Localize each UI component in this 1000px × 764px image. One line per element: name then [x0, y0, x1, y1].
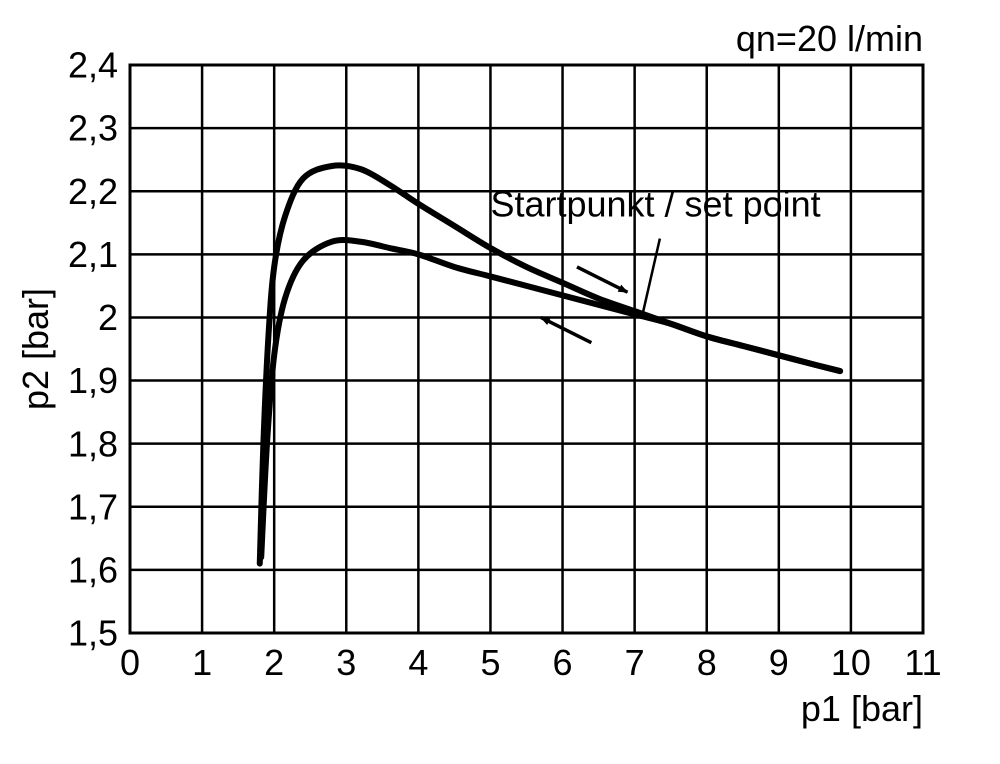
- annotation-label: Startpunkt / set point: [490, 183, 820, 224]
- y-tick-labels: 1,5 1,6 1,7 1,8 1,9 2 2,1 2,2 2,3 2,4: [68, 45, 118, 654]
- y-tick-label: 1,6: [68, 549, 118, 590]
- y-tick-label: 2,1: [68, 234, 118, 275]
- x-tick-label: 10: [831, 642, 871, 683]
- y-tick-label: 2,4: [68, 45, 118, 86]
- y-axis-label: p2 [bar]: [15, 288, 56, 410]
- x-tick-labels: 0 1 2 3 4 5 6 7 8 9 10 11: [120, 642, 942, 683]
- y-tick-label: 1,7: [68, 486, 118, 527]
- header-label: qn=20 l/min: [736, 18, 923, 59]
- x-tick-label: 6: [553, 642, 573, 683]
- x-tick-label: 2: [264, 642, 284, 683]
- pressure-chart: 0 1 2 3 4 5 6 7 8 9 10 11 1,5 1,6 1,7 1,8 1,9 2 2,1 2,2 2,3…: [0, 0, 1000, 764]
- y-tick-label: 1,9: [68, 360, 118, 401]
- x-tick-label: 9: [769, 642, 789, 683]
- x-tick-label: 8: [697, 642, 717, 683]
- x-tick-label: 3: [336, 642, 356, 683]
- y-tick-label: 2,3: [68, 108, 118, 149]
- x-tick-label: 1: [192, 642, 212, 683]
- plot-background: [130, 65, 923, 633]
- y-tick-label: 2: [98, 297, 118, 338]
- x-tick-label: 11: [904, 642, 941, 683]
- y-tick-label: 1,8: [68, 423, 118, 464]
- y-tick-label: 2,2: [68, 171, 118, 212]
- x-tick-label: 7: [625, 642, 645, 683]
- x-tick-label: 5: [480, 642, 500, 683]
- x-tick-label: 0: [120, 642, 140, 683]
- y-tick-label: 1,5: [68, 613, 118, 654]
- x-axis-label: p1 [bar]: [801, 688, 923, 729]
- x-tick-label: 4: [408, 642, 428, 683]
